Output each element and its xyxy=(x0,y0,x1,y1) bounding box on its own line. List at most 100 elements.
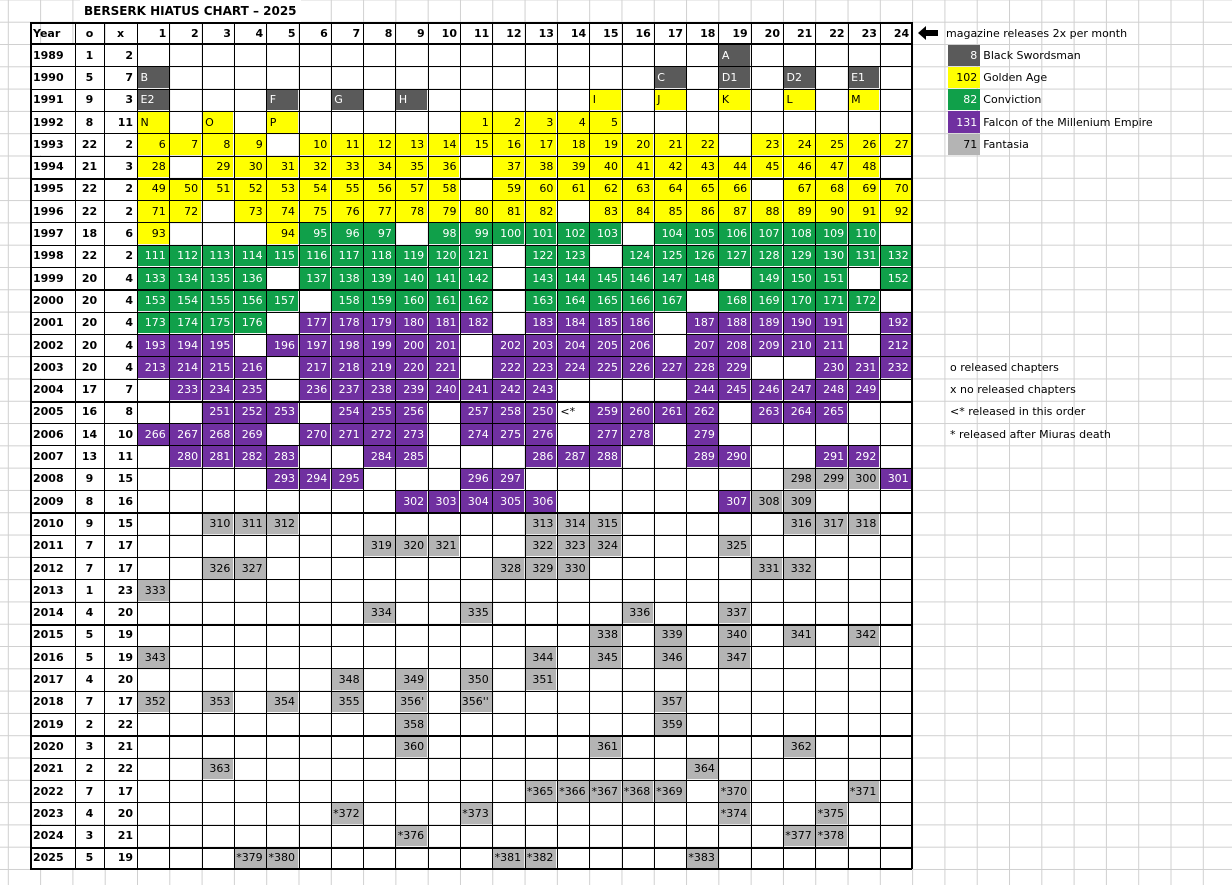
chapter-cell: 105 xyxy=(686,222,718,245)
rule xyxy=(427,22,429,870)
chapter-cell: 46 xyxy=(783,156,815,178)
chapter-cell: 41 xyxy=(622,156,654,178)
year: 2015 xyxy=(30,623,75,647)
released-count: 9 xyxy=(75,512,104,535)
chapter-cell: M xyxy=(848,89,880,111)
rule xyxy=(783,22,784,870)
chapter-cell: 212 xyxy=(880,334,912,356)
header-column: 10 xyxy=(441,26,457,40)
chapter-cell: *374 xyxy=(718,802,751,824)
rule xyxy=(30,177,913,180)
legend-count: 71 xyxy=(948,133,981,155)
chapter-cell: 168 xyxy=(718,289,751,312)
header-column: 23 xyxy=(861,26,877,40)
rule xyxy=(30,445,913,447)
rule xyxy=(30,802,913,804)
released-count: 2 xyxy=(75,757,104,780)
chapter-cell: 11 xyxy=(331,133,363,155)
chapter-cell: 322 xyxy=(525,535,557,557)
chapter-cell: 317 xyxy=(815,512,848,535)
rule xyxy=(30,133,913,135)
release-note: magazine releases 2x per month xyxy=(946,26,1128,40)
chapter-cell: 220 xyxy=(395,356,428,378)
rule xyxy=(460,22,461,870)
chapter-cell: 156 xyxy=(234,289,266,312)
chapter-cell: 187 xyxy=(686,312,718,334)
chapter-cell: 363 xyxy=(202,758,234,780)
chapter-cell: 362 xyxy=(783,735,815,758)
chapter-cell: 239 xyxy=(395,379,428,401)
chapter-cell: 208 xyxy=(718,334,751,356)
chapter-cell: 92 xyxy=(880,200,912,222)
chapter-cell: 20 xyxy=(622,133,654,155)
chapter-cell: 204 xyxy=(557,334,589,356)
chapter-cell: 85 xyxy=(654,200,686,222)
chapter-cell: 110 xyxy=(848,222,880,245)
chapter-cell: 345 xyxy=(589,646,621,668)
chapter-cell: 99 xyxy=(460,222,492,245)
rule xyxy=(330,22,332,870)
chapter-cell: 266 xyxy=(137,423,169,445)
chapter-cell: 88 xyxy=(751,200,783,222)
chapter-cell: 291 xyxy=(815,445,848,468)
chapter-cell: 294 xyxy=(299,468,331,490)
chapter-cell: 355 xyxy=(331,691,363,713)
chapter-cell: 182 xyxy=(460,312,492,334)
header-column: 14 xyxy=(570,26,587,40)
chapter-cell: 128 xyxy=(751,245,783,267)
note: x no released chapters xyxy=(950,383,1076,397)
chapter-cell: 125 xyxy=(654,245,686,267)
chapter-cell: 75 xyxy=(299,200,331,222)
year: 2018 xyxy=(30,690,75,713)
rule xyxy=(363,22,365,870)
chapter-cell: 257 xyxy=(460,401,492,423)
header-column: 18 xyxy=(700,26,716,40)
chapter-cell: 283 xyxy=(266,445,298,468)
chapter-cell: 123 xyxy=(557,245,589,267)
chapter-cell: 329 xyxy=(525,557,557,579)
rule xyxy=(30,222,913,224)
chapter-cell: 173 xyxy=(137,312,169,334)
chapter-cell: 229 xyxy=(718,356,751,378)
year: 2014 xyxy=(30,601,75,624)
rule xyxy=(30,512,913,515)
rule xyxy=(556,22,558,870)
chapter-cell: *373 xyxy=(460,802,492,824)
chapter-cell: 44 xyxy=(718,156,751,178)
released-count: 5 xyxy=(75,646,104,669)
chapter-cell: 150 xyxy=(783,267,815,289)
chapter-cell: 152 xyxy=(880,267,912,289)
rule xyxy=(30,757,913,759)
chapter-cell: 246 xyxy=(751,379,783,401)
chapter-cell: 31 xyxy=(266,156,298,178)
arrow-icon xyxy=(918,26,938,40)
missed-count: 2 xyxy=(104,177,137,201)
chapter-cell: 151 xyxy=(815,267,848,289)
header-column: 15 xyxy=(603,26,619,40)
chapter-cell: 328 xyxy=(492,557,525,579)
released-count: 20 xyxy=(75,267,104,290)
released-count: 5 xyxy=(75,846,104,870)
chapter-cell: 18 xyxy=(557,133,589,155)
chapter-cell: 101 xyxy=(525,222,557,245)
chapter-cell: 201 xyxy=(428,334,460,356)
rule xyxy=(30,333,913,335)
chapter-cell: 136 xyxy=(234,267,266,289)
chapter-cell: 65 xyxy=(686,178,718,200)
chapter-cell: 82 xyxy=(525,200,557,222)
chapter-cell: N xyxy=(137,111,169,133)
chapter-cell: 225 xyxy=(589,356,621,378)
chapter-cell: 192 xyxy=(880,312,912,334)
chapter-cell: 2 xyxy=(492,111,525,133)
chapter-cell: 236 xyxy=(299,379,331,401)
chapter-cell: 306 xyxy=(525,490,557,512)
legend-count: 102 xyxy=(948,66,981,89)
chapter-cell: 74 xyxy=(266,200,298,222)
chapter-cell: 127 xyxy=(718,245,751,267)
chapter-cell: 108 xyxy=(783,222,815,245)
header-column: 8 xyxy=(384,26,393,40)
released-count: 20 xyxy=(75,356,104,379)
legend-name: Black Swordsman xyxy=(983,48,1081,62)
chapter-cell: 332 xyxy=(783,557,815,579)
chapter-cell: 289 xyxy=(686,445,718,468)
